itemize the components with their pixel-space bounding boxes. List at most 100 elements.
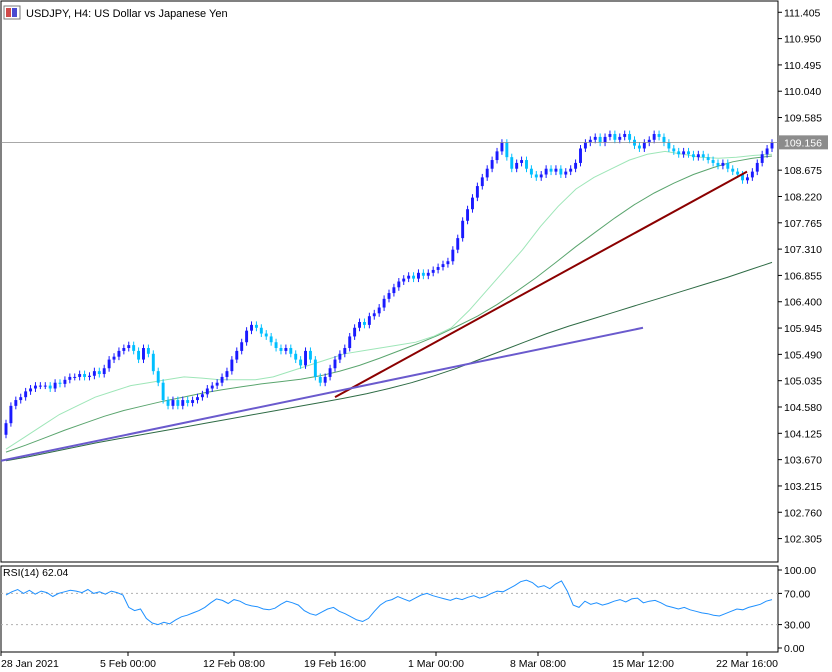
candle-body — [466, 209, 470, 221]
candle-body — [652, 134, 656, 140]
candle-body — [254, 324, 258, 328]
candle-body — [338, 353, 342, 360]
time-tick-label: 28 Jan 2021 — [1, 658, 59, 670]
candle-body — [520, 160, 524, 163]
candle-body — [745, 177, 749, 181]
price-tick-label: 103.670 — [784, 455, 822, 467]
candle-body — [701, 154, 705, 158]
candle-body — [559, 168, 563, 175]
price-tick-label: 106.855 — [784, 270, 822, 282]
trendline — [0, 326, 644, 462]
price-tick-label: 108.675 — [784, 165, 822, 177]
candle-body — [583, 142, 587, 149]
candle-body — [672, 148, 676, 152]
price-tick-label: 103.215 — [784, 481, 822, 493]
trendline — [334, 170, 748, 399]
time-tick-label: 22 Mar 16:00 — [716, 658, 778, 670]
candle-body — [333, 359, 337, 369]
candle-body — [33, 385, 37, 389]
candle-body — [186, 400, 190, 403]
candle-body — [83, 374, 87, 377]
candle-body — [731, 168, 735, 172]
candle-body — [161, 382, 165, 401]
candle-body — [706, 157, 710, 161]
candle-body — [397, 281, 401, 288]
candle-body — [73, 376, 77, 378]
candle-body — [284, 348, 288, 351]
candle-body — [534, 174, 538, 178]
candle-body — [250, 324, 253, 331]
candle-body — [58, 382, 62, 384]
candle-body — [269, 336, 273, 343]
candle-body — [245, 330, 249, 343]
candle-body — [431, 269, 435, 273]
candle-body — [191, 400, 195, 403]
candle-body — [156, 371, 160, 383]
candle-body — [421, 272, 425, 276]
candle-body — [68, 376, 72, 380]
candle-body — [657, 134, 661, 137]
candle-body — [402, 278, 406, 282]
candle-body — [200, 394, 204, 398]
time-tick-label: 12 Feb 08:00 — [203, 658, 265, 670]
candle-body — [92, 371, 96, 376]
candle-body — [176, 400, 180, 406]
price-tick-label: 107.310 — [784, 244, 822, 256]
candle-body — [343, 348, 347, 354]
candle-body — [392, 287, 396, 294]
candle-body — [412, 275, 416, 279]
candle-body — [471, 197, 474, 210]
candle-body — [721, 162, 725, 166]
main-panel-frame — [0, 0, 779, 563]
candle-body — [387, 293, 391, 299]
candle-body — [53, 382, 57, 389]
candle-body — [196, 397, 199, 401]
candle-body — [682, 151, 686, 155]
candle-body — [235, 350, 239, 360]
candle-body — [456, 238, 460, 250]
candle-body — [569, 168, 573, 172]
candle-body — [436, 267, 440, 270]
candle-body — [377, 307, 381, 314]
candle-body — [446, 261, 450, 265]
candle-body — [362, 321, 366, 325]
candle-body — [146, 348, 150, 354]
candle-body — [240, 342, 244, 351]
candle-body — [588, 139, 592, 143]
candle-body — [304, 350, 307, 366]
candle-body — [407, 275, 411, 279]
candle-body — [549, 168, 553, 172]
candle-body — [441, 264, 445, 268]
candle-body — [544, 168, 548, 175]
current-price-label: 109.156 — [784, 137, 822, 149]
candle-body — [765, 148, 769, 155]
candle-body — [107, 359, 111, 369]
candle-body — [215, 382, 219, 386]
rsi-tick-label: 70.00 — [784, 588, 810, 600]
ma-slow-line — [5, 261, 773, 462]
candle-body — [696, 154, 700, 158]
candle-body — [97, 371, 101, 375]
rsi-tick-label: 100.00 — [784, 565, 816, 577]
candle-body — [358, 321, 362, 328]
candle-body — [299, 359, 303, 366]
candle-body — [43, 385, 47, 387]
price-tick-label: 105.035 — [784, 376, 822, 388]
candle-body — [24, 391, 28, 398]
candle-body — [122, 348, 126, 351]
candle-body — [9, 405, 13, 424]
candle-body — [171, 400, 175, 406]
candle-body — [225, 371, 229, 377]
candle-body — [323, 376, 327, 383]
candle-body — [618, 136, 622, 140]
candle-body — [4, 423, 8, 435]
candle-body — [539, 174, 543, 178]
candle-body — [353, 327, 357, 337]
candle-body — [127, 345, 131, 349]
candle-body — [19, 397, 23, 401]
candle-body — [760, 154, 764, 163]
overlay-layer: 109.156 — [778, 135, 828, 150]
candle-body — [485, 168, 489, 178]
